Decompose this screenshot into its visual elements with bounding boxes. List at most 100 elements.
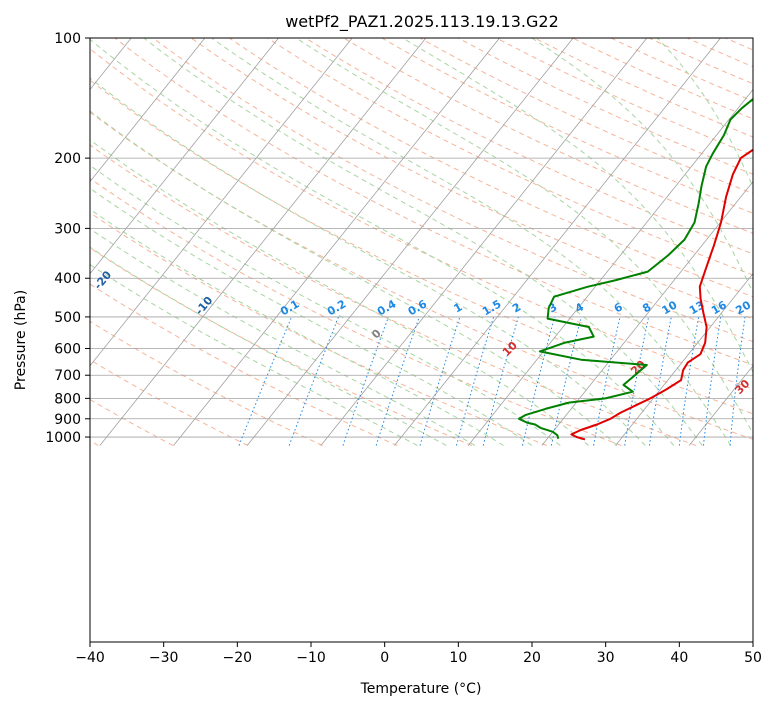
y-axis-label: Pressure (hPa) (13, 290, 29, 390)
x-tick-label: 20 (523, 650, 541, 666)
dry-adiabat-line (90, 144, 697, 446)
mixing-ratio-line (375, 316, 420, 446)
dry-adiabat-line (229, 38, 753, 298)
dry-adiabat-line (90, 177, 622, 446)
y-tick-label: 600 (54, 342, 81, 358)
moist-adiabat-line (211, 38, 732, 446)
moist-adiabat-label: 30 (732, 377, 752, 397)
dewpoint-trace (518, 97, 753, 440)
y-tick-label: 700 (54, 368, 81, 384)
mixing-ratio-line (649, 316, 672, 446)
moist-adiabat-line (143, 38, 703, 446)
dry-adiabat-label: -10 (193, 294, 216, 318)
mixing-ratio-label: 0.4 (375, 297, 399, 318)
moist-adiabat-line (90, 164, 561, 446)
mixing-ratio-label: 1.5 (480, 297, 503, 318)
mixing-ratio-line (593, 316, 621, 446)
moist-adiabat-line (90, 246, 447, 446)
mixing-ratio-line (624, 316, 650, 446)
dry-adiabat-line (572, 38, 753, 120)
x-tick-label: −10 (296, 650, 326, 666)
mixing-ratio-label: 4 (573, 300, 586, 315)
plot-frame (89, 37, 754, 643)
mixing-ratio-label: 20 (733, 298, 753, 317)
isotherm-line (688, 365, 753, 446)
mixing-ratio-line (729, 316, 746, 446)
dry-adiabat-line (114, 38, 753, 366)
isotherm-line (467, 88, 753, 446)
y-tick-label: 800 (54, 391, 81, 407)
moist-adiabat-line (295, 38, 753, 435)
y-tick-label: 500 (54, 310, 81, 326)
mixing-ratio-label: 2 (510, 300, 523, 315)
profile-traces (518, 97, 753, 441)
isotherm-line (320, 38, 648, 446)
moist-adiabat-line (90, 208, 504, 446)
x-tick-label: 0 (380, 650, 389, 666)
mixing-ratio-line (238, 316, 293, 446)
dry-adiabat-line (686, 38, 753, 68)
mixing-ratio-label: 6 (612, 300, 625, 315)
dry-adiabat-line (267, 38, 753, 276)
mixing-ratio-label: 1 (452, 300, 465, 315)
moist-adiabat-label: 0 (369, 327, 384, 342)
dry-adiabat-line (534, 38, 753, 138)
moist-adiabat-line (90, 38, 675, 446)
moist-adiabat-line (90, 187, 533, 446)
moist-adiabat-label: 10 (500, 339, 520, 359)
dry-adiabat-label: -20 (92, 268, 115, 292)
x-axis-label: Temperature (°C) (360, 681, 482, 697)
dry-adiabat-line (190, 38, 753, 320)
isotherm-line (246, 38, 574, 446)
x-tick-label: −30 (149, 650, 179, 666)
y-tick-label: 300 (54, 221, 81, 237)
isotherm-line (615, 273, 753, 446)
x-tick-label: 50 (744, 650, 762, 666)
isotherm-line (90, 38, 206, 183)
mixing-ratio-line (419, 316, 461, 446)
axes: −40 −30 −20 −10 0 10 20 30 40 5010020030040050060… (45, 31, 762, 666)
x-tick-label: −40 (75, 650, 105, 666)
mixing-ratio-line (678, 316, 700, 446)
mixing-ratio-line (703, 316, 722, 446)
moist-adiabat-line (90, 263, 418, 446)
isotherm-line (394, 38, 721, 446)
mixing-ratio-label: 0.1 (278, 297, 301, 318)
x-tick-label: 30 (597, 650, 615, 666)
moist-adiabat-line (402, 38, 753, 374)
isotherm-line (541, 180, 753, 446)
x-tick-label: −20 (223, 650, 253, 666)
y-tick-label: 200 (54, 151, 81, 167)
dry-adiabat-line (90, 320, 323, 446)
dry-adiabat-line (90, 212, 547, 446)
dry-adiabat-line (457, 38, 753, 175)
mixing-ratio-label: 10 (660, 298, 680, 317)
moist-adiabat-line (90, 77, 646, 446)
dry-adiabat-line (343, 38, 753, 234)
x-tick-label: 40 (670, 650, 688, 666)
isotherm-line (99, 38, 427, 446)
dry-adiabat-line (90, 79, 753, 415)
mixing-ratio-line (288, 316, 339, 446)
x-tick-label: 10 (449, 650, 467, 666)
dry-adiabat-line (90, 48, 753, 390)
temperature-trace (570, 148, 753, 441)
dry-adiabat-line (764, 38, 775, 446)
y-tick-label: 900 (54, 412, 81, 428)
isotherm-line (173, 38, 500, 446)
mixing-ratio-line (482, 316, 519, 446)
dry-adiabat-line (90, 247, 473, 446)
y-tick-label: 1000 (45, 430, 81, 446)
dry-adiabat-line (305, 38, 753, 255)
isotherm-line (90, 38, 353, 367)
dry-adiabat-line (381, 38, 753, 214)
mixing-ratio-label: 16 (709, 298, 729, 317)
y-tick-label: 100 (54, 31, 81, 47)
moist-adiabat-line (90, 110, 618, 446)
background-lines (90, 38, 775, 446)
mixing-ratio-line (757, 317, 770, 446)
moist-adiabat-line (90, 228, 476, 446)
chart-title: wetPf2_PAZ1.2025.113.19.13.G22 (285, 12, 559, 32)
dry-adiabat-line (90, 359, 249, 446)
